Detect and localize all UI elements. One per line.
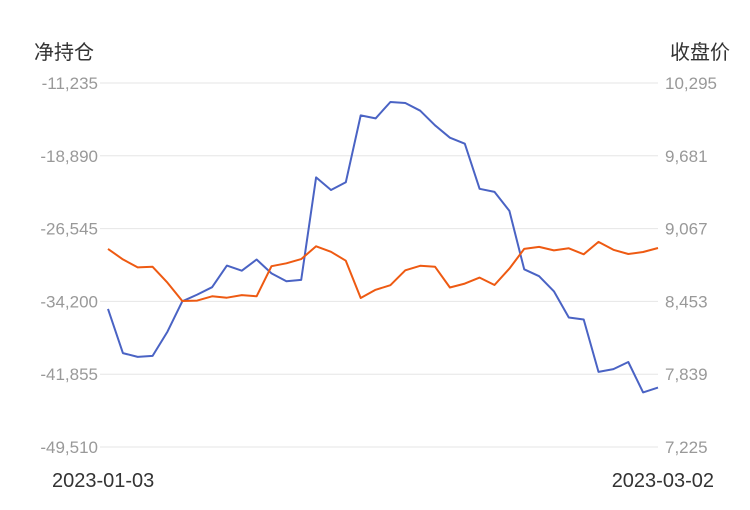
series-lines	[107, 101, 659, 394]
x-start-label: 2023-01-03	[52, 470, 155, 492]
right-tick-label: 10,295	[665, 74, 717, 93]
left-axis-title: 净持仓	[34, 40, 94, 64]
right-tick-label: 8,453	[665, 292, 708, 311]
left-tick-label: -41,855	[40, 365, 98, 384]
right-axis-title: 收盘价	[670, 40, 730, 64]
right-tick-label: 9,681	[665, 147, 708, 166]
left-tick-label: -49,510	[40, 438, 98, 457]
series-line-net-position	[107, 101, 659, 394]
left-tick-label: -11,235	[42, 74, 98, 93]
grid	[100, 82, 658, 448]
right-tick-label: 7,225	[665, 438, 708, 457]
series-line-close-price	[107, 240, 659, 302]
right-tick-label: 9,067	[665, 220, 708, 239]
x-end-label: 2023-03-02	[611, 470, 714, 492]
left-tick-label: -34,200	[40, 292, 98, 311]
left-tick-label: -26,545	[40, 220, 98, 239]
left-tick-label: -18,890	[40, 147, 98, 166]
right-tick-label: 7,839	[665, 365, 708, 384]
tick-labels: -11,235 10,295 -18,890 9,681 -26,545 9,067 -34…	[40, 74, 717, 457]
